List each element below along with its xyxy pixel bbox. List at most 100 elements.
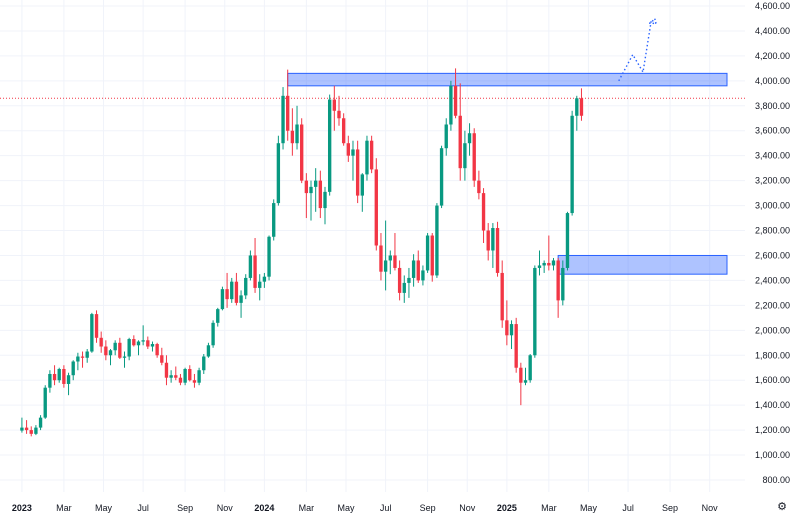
candle-body (332, 99, 337, 111)
candle-body (509, 324, 514, 336)
settings-gear-icon[interactable]: ⚙ (777, 500, 787, 513)
candle-body (230, 281, 234, 300)
candle-body (244, 277, 248, 296)
candle (407, 267, 411, 298)
time-tick-label: Mar (299, 503, 315, 513)
candle-body (556, 260, 560, 301)
candle-body (295, 124, 299, 144)
candle (104, 340, 108, 361)
time-tick-label: 2025 (497, 503, 517, 513)
candle (449, 80, 453, 131)
candle (52, 365, 57, 386)
candle (24, 420, 29, 434)
time-tick-label: Nov (217, 503, 234, 513)
candle (430, 233, 434, 282)
candle-body (341, 118, 346, 144)
candle-body (458, 115, 462, 169)
candle (519, 362, 523, 406)
candle-body (383, 260, 388, 272)
candle-body (34, 427, 38, 434)
candle (579, 88, 584, 121)
candle-body (528, 355, 532, 381)
candle (34, 425, 38, 436)
candle-body (192, 380, 197, 383)
candle-body (561, 267, 565, 301)
candle (155, 342, 159, 358)
candle (276, 135, 281, 206)
candle (211, 320, 215, 348)
candle-body (197, 370, 201, 383)
candle (99, 331, 103, 353)
candle (500, 260, 504, 328)
candle (323, 186, 327, 225)
candle (169, 370, 173, 383)
candle-body (202, 356, 206, 371)
candle (388, 250, 392, 275)
price-tick-label: 4,200.00 (755, 51, 790, 61)
candle (141, 325, 145, 346)
time-tick-label: May (580, 503, 598, 513)
candle (379, 233, 383, 281)
price-axis[interactable]: 800.00 1,000.00 1,200.00 1,400.00 1,600.00 1,… (755, 1, 790, 485)
candle-body (234, 281, 239, 303)
candle-body (80, 356, 85, 358)
projection-path (618, 18, 657, 82)
candle-body (164, 362, 169, 378)
time-tick-label: Jul (380, 503, 392, 513)
candle-body (85, 351, 89, 358)
candle (239, 290, 243, 318)
candle (281, 87, 285, 150)
candle-body (99, 337, 103, 347)
candle (234, 272, 239, 306)
candle (71, 360, 75, 381)
candle-body (570, 115, 574, 214)
candle-body (500, 272, 504, 321)
candle (230, 277, 234, 303)
candle-body (411, 260, 416, 278)
candle-body (206, 345, 211, 357)
candle-body (374, 169, 378, 246)
candle-body (463, 143, 467, 169)
candle-body (481, 193, 486, 231)
candle (295, 105, 299, 150)
candle-body (169, 375, 173, 378)
candle-body (225, 289, 229, 300)
candle-body (505, 320, 509, 336)
candle (136, 340, 141, 356)
candle (458, 83, 462, 181)
candle (509, 320, 514, 350)
candle (38, 415, 43, 431)
candle-body (188, 368, 192, 381)
candle (467, 123, 472, 156)
resistance-zone (287, 72, 728, 87)
candle (127, 337, 131, 361)
candle-body (127, 339, 131, 357)
price-tick-label: 3,400.00 (755, 151, 790, 161)
candle (481, 188, 486, 243)
candle-body (439, 148, 444, 206)
candle-body (495, 228, 500, 273)
candle-body (174, 375, 178, 378)
candle (486, 223, 490, 261)
candle (197, 367, 201, 386)
candle-body (323, 191, 327, 209)
candle (463, 130, 467, 181)
candle-body (90, 314, 94, 352)
candle (514, 317, 518, 373)
candle-body (94, 314, 99, 338)
time-tick-label: Jul (622, 503, 634, 513)
candle-body (472, 133, 476, 181)
candle (48, 370, 52, 393)
price-tick-label: 2,000.00 (755, 325, 790, 335)
candle (66, 372, 71, 396)
time-tick-label: Mar (541, 503, 557, 513)
time-axis[interactable]: 2023 Mar May Jul Sep Nov 2024 Mar May Jul Sep Nov 20… (12, 503, 718, 513)
price-tick-label: 4,400.00 (755, 26, 790, 36)
candle (313, 168, 318, 212)
price-tick-label: 3,600.00 (755, 126, 790, 136)
candle-body (76, 356, 80, 362)
candle (43, 385, 47, 419)
candle (174, 366, 178, 381)
candle (206, 342, 211, 358)
